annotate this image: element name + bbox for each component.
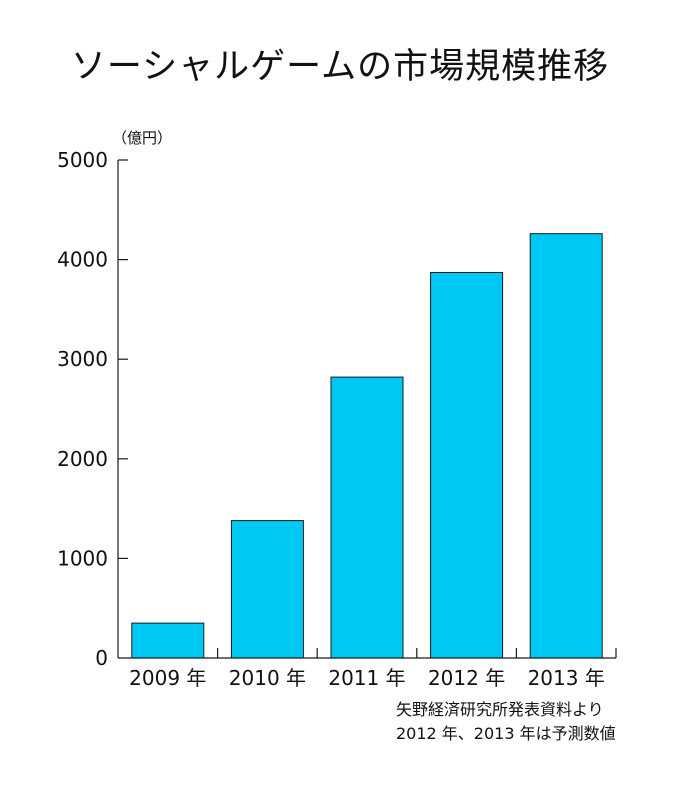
x-tick-label-2: 2011 年: [328, 666, 405, 690]
bar-0: [131, 622, 205, 659]
bar-4: [529, 233, 603, 659]
x-tick-label-4: 2013 年: [528, 666, 605, 690]
y-tick-label-3: 3000: [57, 347, 108, 371]
x-tick-label-3: 2012 年: [428, 666, 505, 690]
y-tick-label-1: 1000: [57, 546, 108, 570]
x-tick-label-0: 2009 年: [129, 666, 206, 690]
y-tick-label-4: 4000: [57, 248, 108, 272]
source-line-2: 2012 年、2013 年は予測数値: [396, 724, 616, 743]
bar-2: [330, 376, 404, 659]
bar-1: [230, 520, 304, 659]
chart-title: ソーシャルゲームの市場規模推移: [70, 47, 610, 87]
bar-3: [430, 272, 504, 659]
source-line-1: 矢野経済研究所発表資料より: [396, 700, 604, 719]
y-tick-label-5: 5000: [57, 148, 108, 172]
y-axis-unit-label: （億円）: [112, 129, 173, 147]
source-note: 矢野経済研究所発表資料より 2012 年、2013 年は予測数値: [396, 698, 616, 746]
y-tick-label-2: 2000: [57, 447, 108, 471]
x-tick-label-1: 2010 年: [229, 666, 306, 690]
y-tick-label-0: 0: [95, 646, 108, 670]
